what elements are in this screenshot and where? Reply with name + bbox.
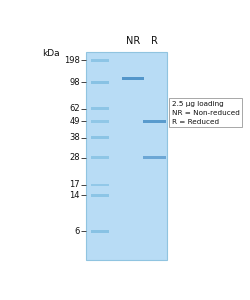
Text: 14: 14 [69,191,80,200]
FancyBboxPatch shape [91,136,109,139]
FancyBboxPatch shape [143,156,166,159]
Text: 198: 198 [64,56,80,65]
Text: 62: 62 [69,104,80,113]
Text: 17: 17 [69,181,80,190]
FancyBboxPatch shape [122,77,144,80]
FancyBboxPatch shape [91,107,109,110]
FancyBboxPatch shape [91,194,109,197]
FancyBboxPatch shape [91,59,109,62]
FancyBboxPatch shape [86,52,167,260]
FancyBboxPatch shape [91,120,109,123]
Text: 38: 38 [69,133,80,142]
Text: 6: 6 [74,227,80,236]
Text: 2.5 μg loading
NR = Non-reduced
R = Reduced: 2.5 μg loading NR = Non-reduced R = Redu… [172,101,239,125]
Text: 98: 98 [69,78,80,87]
FancyBboxPatch shape [91,184,109,186]
Text: NR: NR [126,36,140,46]
FancyBboxPatch shape [91,230,109,232]
Text: 49: 49 [69,117,80,126]
Text: kDa: kDa [42,49,59,58]
FancyBboxPatch shape [143,120,166,123]
Text: R: R [151,36,158,46]
FancyBboxPatch shape [91,156,109,159]
FancyBboxPatch shape [91,81,109,84]
Text: 28: 28 [69,153,80,162]
